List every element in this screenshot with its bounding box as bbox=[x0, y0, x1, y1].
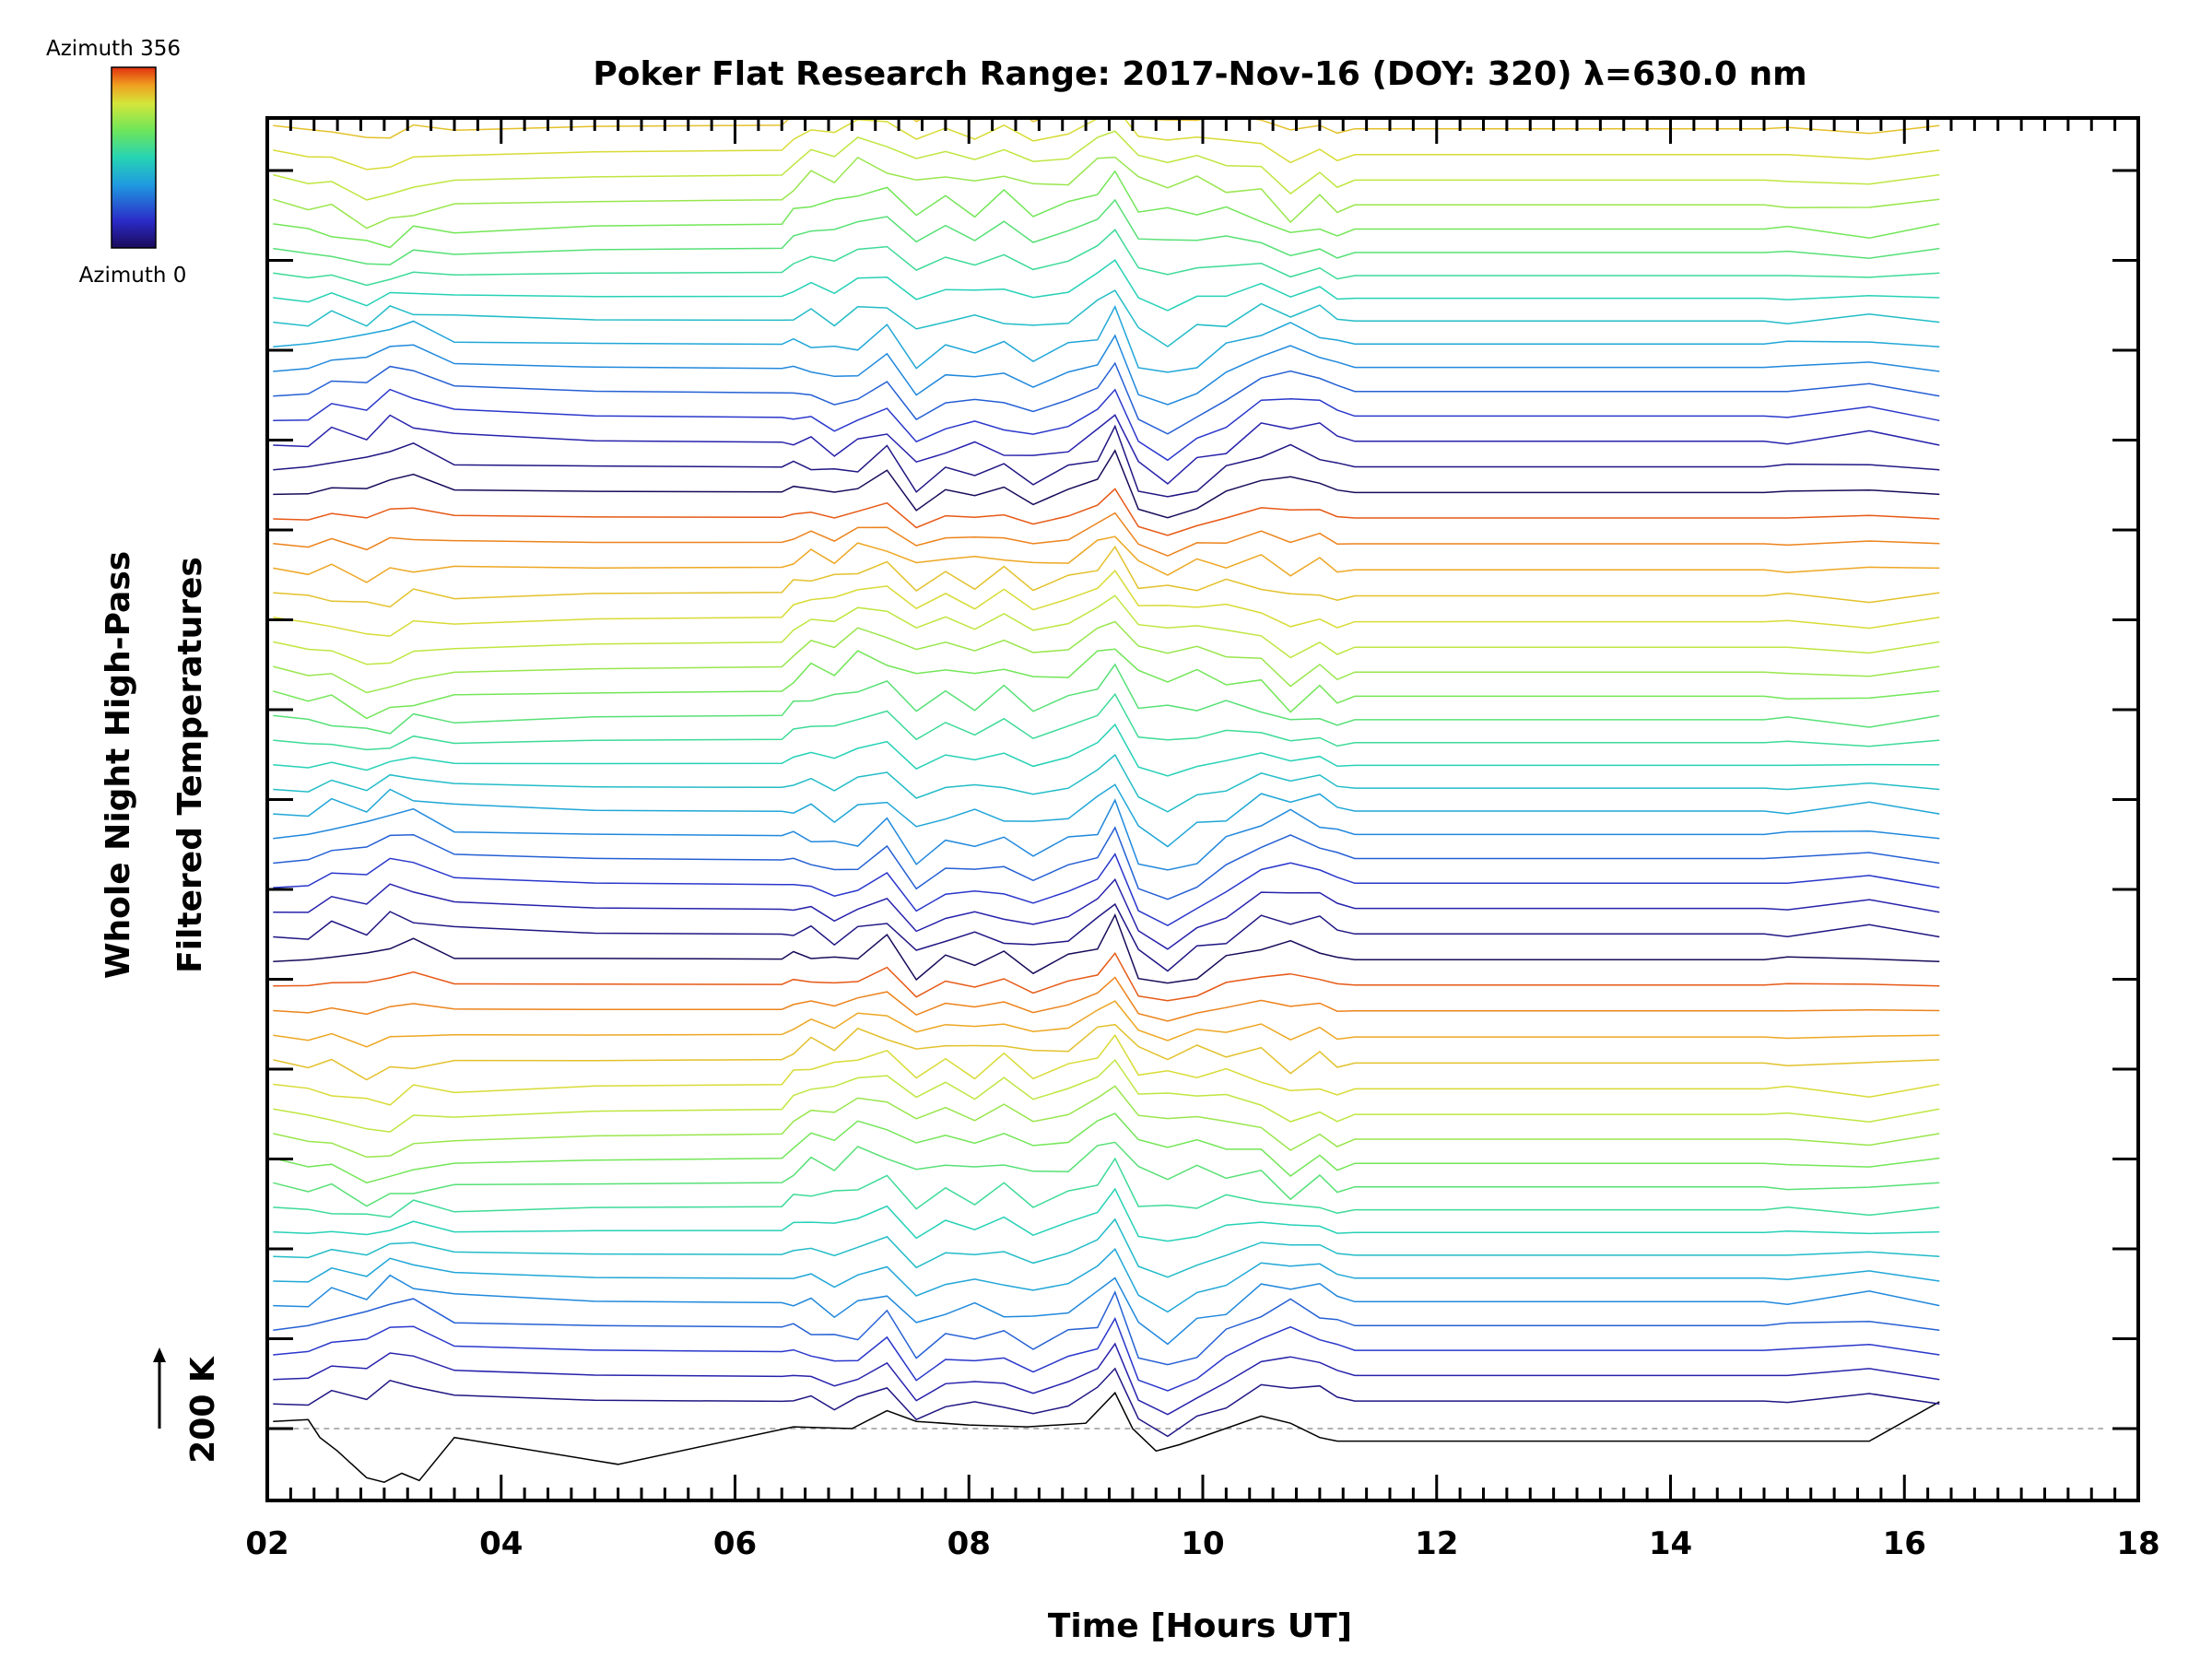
trace-series bbox=[273, 1000, 1940, 1048]
trace-series bbox=[273, 1157, 1940, 1218]
scale-bar-arrow bbox=[153, 1347, 166, 1362]
trace-series bbox=[273, 488, 1940, 536]
trace-series bbox=[273, 826, 1940, 900]
trace-series bbox=[273, 118, 1940, 171]
trace-series bbox=[273, 424, 1940, 498]
trace-series bbox=[273, 170, 1940, 249]
x-tick-label: 02 bbox=[245, 1525, 288, 1562]
x-tick-labels: 02 04 06 08 10 12 14 16 18 bbox=[245, 1525, 2159, 1562]
trace-series bbox=[273, 1187, 1940, 1242]
trace-series bbox=[273, 545, 1940, 608]
data-traces bbox=[273, 0, 2103, 1483]
trace-series bbox=[273, 1141, 1940, 1207]
trace-series bbox=[273, 951, 1940, 1002]
trace-series bbox=[273, 753, 1940, 813]
trace-series bbox=[273, 118, 1940, 139]
trace-series bbox=[273, 723, 1940, 777]
trace-series bbox=[273, 648, 1940, 720]
x-tick-label: 08 bbox=[947, 1525, 991, 1562]
trace-series bbox=[273, 912, 1940, 984]
trace-series bbox=[273, 1247, 1940, 1313]
trace-series bbox=[273, 156, 1940, 229]
y-axis-title-line2: Filtered Temperatures bbox=[171, 557, 209, 973]
trace-series bbox=[273, 1367, 1940, 1438]
trace-series bbox=[273, 1274, 1940, 1346]
trace-series bbox=[273, 229, 1940, 287]
trace-series bbox=[273, 594, 1940, 665]
trace-series bbox=[273, 877, 1940, 950]
trace-series bbox=[273, 198, 1940, 265]
trace-series bbox=[273, 1218, 1940, 1278]
x-axis-title: Time [Hours UT] bbox=[1048, 1607, 1352, 1645]
colorbar-top-label: Azimuth 356 bbox=[46, 37, 181, 61]
trace-series bbox=[273, 130, 1940, 201]
trace-series bbox=[273, 902, 1940, 972]
trace-series bbox=[273, 620, 1940, 694]
trace-series bbox=[273, 535, 1940, 583]
trace-series bbox=[273, 1112, 1940, 1184]
x-tick-label: 06 bbox=[713, 1525, 757, 1562]
trace-series bbox=[273, 414, 1940, 485]
chart-title: Poker Flat Research Range: 2017-Nov-16 (… bbox=[593, 55, 1806, 93]
trace-series bbox=[273, 692, 1940, 751]
trace-series bbox=[273, 1085, 1940, 1159]
trace-series bbox=[273, 853, 1940, 927]
colorbar bbox=[111, 66, 157, 249]
scale-bar: 200 K bbox=[153, 1347, 222, 1464]
trace-series bbox=[273, 259, 1940, 312]
plot-frame bbox=[265, 116, 2140, 1502]
trace-series bbox=[273, 0, 1939, 9]
trace-series bbox=[273, 1033, 1940, 1106]
trace-series bbox=[273, 0, 1939, 53]
trace-series bbox=[273, 449, 1940, 519]
trace-series bbox=[273, 1342, 1940, 1416]
trace-series bbox=[273, 304, 1940, 373]
x-tick-label: 10 bbox=[1181, 1525, 1224, 1562]
colorbar-bottom-label: Azimuth 0 bbox=[79, 264, 187, 288]
trace-series bbox=[273, 1391, 1940, 1483]
trace-series bbox=[273, 1023, 1940, 1081]
y-axis-title-line1: Whole Night High-Pass bbox=[100, 551, 137, 979]
scale-bar-label: 200 K bbox=[184, 1356, 222, 1464]
trace-series bbox=[273, 334, 1940, 406]
trace-series bbox=[273, 361, 1940, 435]
trace-series bbox=[273, 783, 1940, 848]
x-tick-label: 12 bbox=[1415, 1525, 1458, 1562]
trace-series bbox=[273, 1316, 1940, 1392]
x-tick-label: 04 bbox=[479, 1525, 523, 1562]
x-tick-label: 16 bbox=[1883, 1525, 1926, 1562]
trace-series bbox=[273, 1058, 1940, 1133]
x-tick-label: 18 bbox=[2116, 1525, 2159, 1562]
trace-series bbox=[273, 289, 1940, 347]
trace-series bbox=[273, 1290, 1940, 1366]
trace-series bbox=[273, 798, 1940, 871]
x-tick-label: 14 bbox=[1649, 1525, 1692, 1562]
trace-series bbox=[273, 388, 1940, 462]
trace-series bbox=[273, 663, 1940, 735]
trace-series bbox=[273, 512, 1940, 557]
trace-series bbox=[273, 976, 1940, 1022]
trace-series bbox=[273, 0, 1939, 31]
trace-series bbox=[273, 570, 1940, 637]
